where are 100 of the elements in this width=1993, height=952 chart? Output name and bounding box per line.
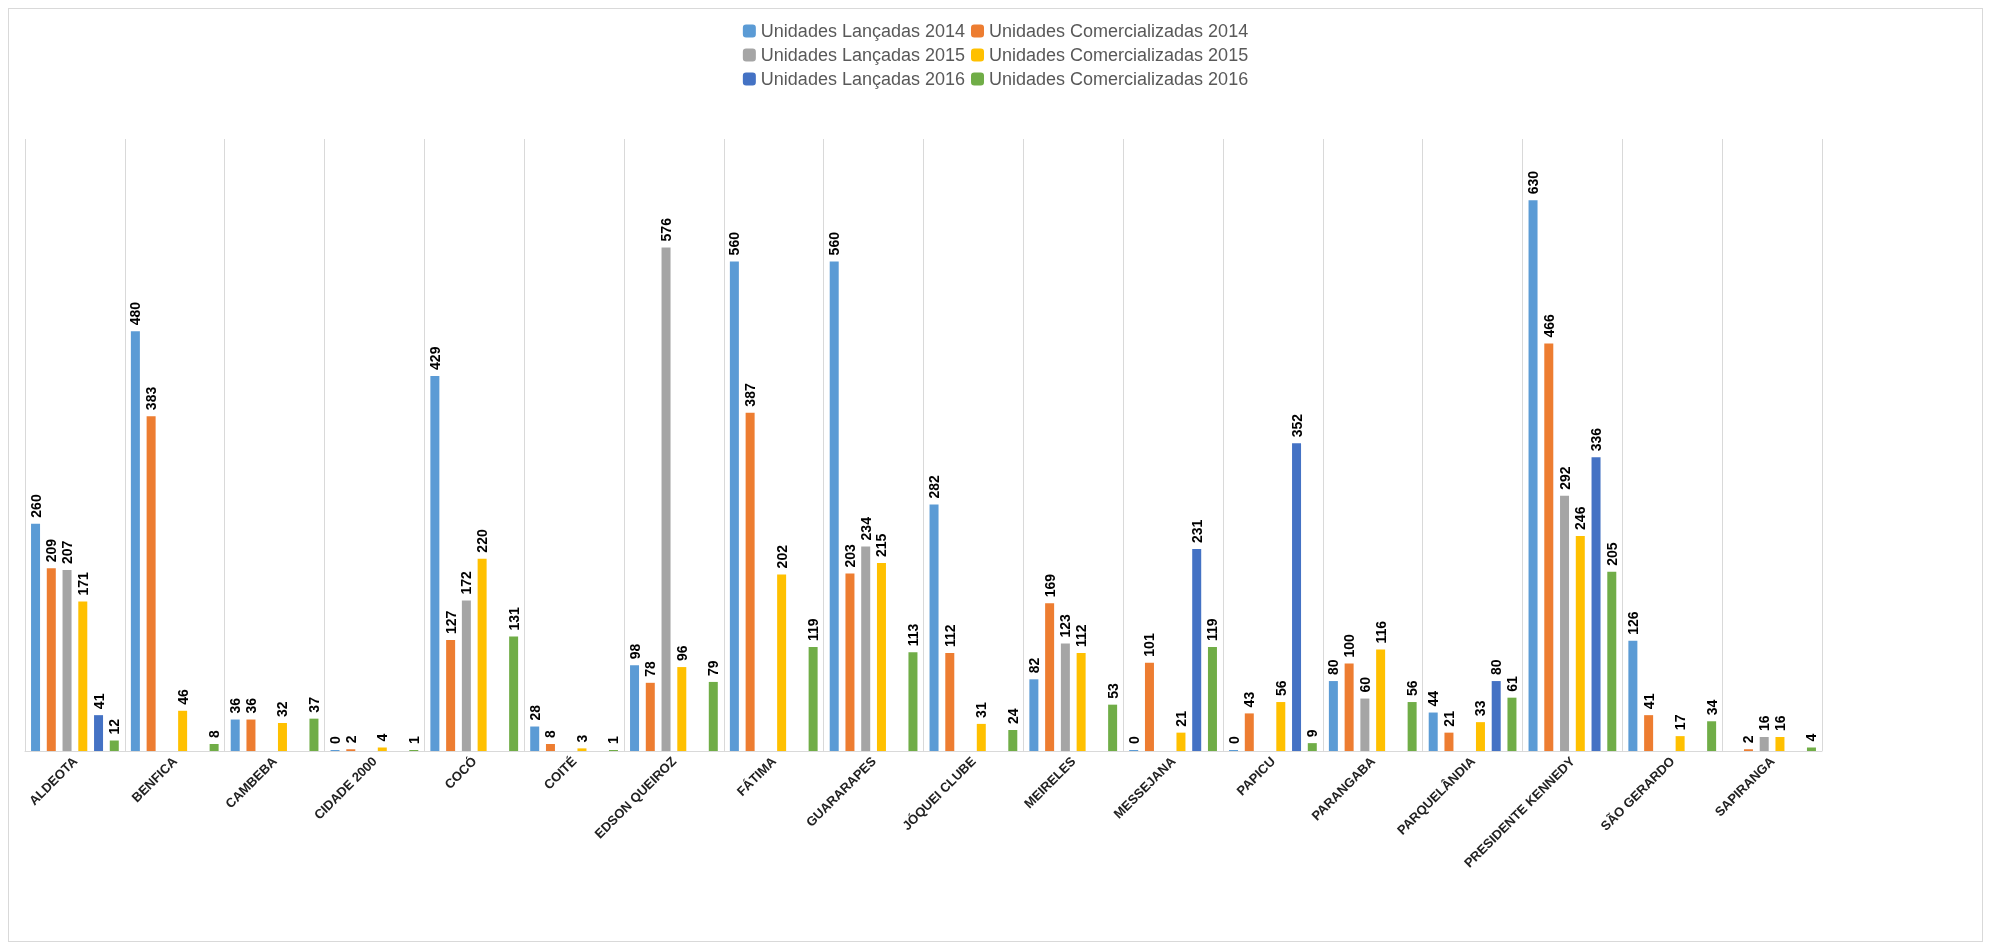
bar — [745, 412, 755, 751]
bar — [929, 504, 939, 751]
data-label: 352 — [1288, 413, 1305, 438]
bar — [1328, 681, 1338, 751]
bar — [1775, 737, 1785, 751]
bar — [1192, 549, 1202, 751]
bar — [509, 636, 519, 751]
bar — [829, 261, 839, 751]
bar — [1591, 457, 1601, 751]
data-label: 78 — [642, 661, 659, 677]
data-label: 32 — [274, 701, 291, 718]
bar — [1029, 679, 1039, 751]
data-label: 116 — [1372, 620, 1389, 644]
data-label: 61 — [1503, 675, 1520, 692]
bar — [1675, 736, 1685, 751]
data-label: 123 — [1057, 613, 1074, 638]
data-label: 2 — [342, 735, 359, 744]
bar — [46, 568, 56, 751]
bar — [130, 331, 140, 751]
data-label: 387 — [742, 383, 759, 407]
bar — [246, 719, 256, 751]
data-label: 466 — [1540, 314, 1557, 338]
bar — [545, 744, 555, 751]
data-label: 21 — [1440, 710, 1457, 727]
bar — [446, 639, 456, 751]
data-label: 207 — [59, 540, 76, 565]
data-label: 24 — [1004, 708, 1021, 725]
bar — [1544, 343, 1554, 751]
data-label: 113 — [904, 623, 921, 647]
data-label: 576 — [658, 217, 675, 242]
bar — [1376, 649, 1386, 751]
data-label: 126 — [1624, 611, 1641, 635]
bar — [845, 573, 855, 751]
bar — [1108, 704, 1118, 751]
bar — [1707, 721, 1717, 751]
data-label: 4 — [1803, 733, 1820, 742]
data-label: 34 — [1703, 699, 1720, 716]
bar — [1644, 715, 1654, 751]
data-label: 9 — [1304, 729, 1321, 738]
data-label: 80 — [1488, 659, 1505, 676]
data-label: 203 — [841, 543, 858, 568]
bar — [1628, 640, 1638, 751]
data-label: 16 — [1771, 715, 1788, 732]
bar — [477, 558, 487, 751]
bar — [1507, 697, 1517, 751]
data-label: 234 — [857, 516, 874, 541]
bar — [1407, 702, 1417, 751]
bar — [777, 574, 787, 751]
bar — [677, 667, 687, 751]
data-label: 37 — [305, 696, 322, 713]
data-label: 100 — [1341, 634, 1358, 658]
data-label: 82 — [1025, 657, 1042, 674]
data-label: 56 — [1404, 680, 1421, 697]
data-label: 8 — [542, 730, 559, 739]
data-label: 79 — [705, 660, 722, 676]
data-label: 21 — [1172, 710, 1189, 727]
data-label: 2 — [1740, 735, 1757, 744]
data-label: 231 — [1188, 519, 1205, 544]
bar — [1244, 713, 1254, 751]
data-label: 172 — [458, 571, 475, 595]
data-label: 246 — [1572, 506, 1589, 530]
data-label: 0 — [1125, 736, 1142, 744]
bar — [530, 726, 540, 751]
data-label: 336 — [1588, 427, 1605, 452]
bar — [1045, 603, 1055, 751]
data-label: 112 — [1073, 624, 1090, 648]
data-label: 31 — [973, 702, 990, 718]
bar — [645, 682, 655, 751]
bar — [309, 718, 319, 751]
data-label: 480 — [127, 301, 144, 326]
data-label: 98 — [626, 643, 643, 660]
data-label: 4 — [374, 733, 391, 742]
bar — [94, 715, 104, 751]
data-label: 205 — [1603, 542, 1620, 566]
data-label: 171 — [74, 571, 91, 596]
data-label: 56 — [1272, 680, 1289, 697]
bar — [146, 416, 156, 751]
bar — [461, 600, 471, 751]
bar — [1344, 663, 1354, 751]
bar — [1575, 535, 1585, 751]
bar — [1491, 681, 1501, 751]
data-label: 60 — [1356, 676, 1373, 693]
bar — [861, 546, 871, 751]
data-label: 220 — [474, 529, 491, 553]
bar — [1008, 730, 1018, 751]
data-label: 0 — [1225, 736, 1242, 744]
legend-label: Unidades Comercializadas 2014 — [989, 21, 1249, 41]
data-label: 209 — [43, 538, 60, 563]
bar — [1560, 495, 1570, 751]
bar — [1475, 722, 1485, 751]
data-label: 127 — [442, 610, 459, 634]
bar — [1528, 200, 1538, 751]
bar — [1176, 732, 1186, 751]
data-label: 292 — [1556, 466, 1573, 490]
bar — [1292, 443, 1302, 751]
data-label: 53 — [1104, 682, 1121, 699]
data-label: 215 — [873, 533, 890, 558]
data-label: 12 — [106, 718, 123, 735]
data-label: 1 — [605, 736, 622, 744]
data-label: 80 — [1325, 659, 1342, 676]
